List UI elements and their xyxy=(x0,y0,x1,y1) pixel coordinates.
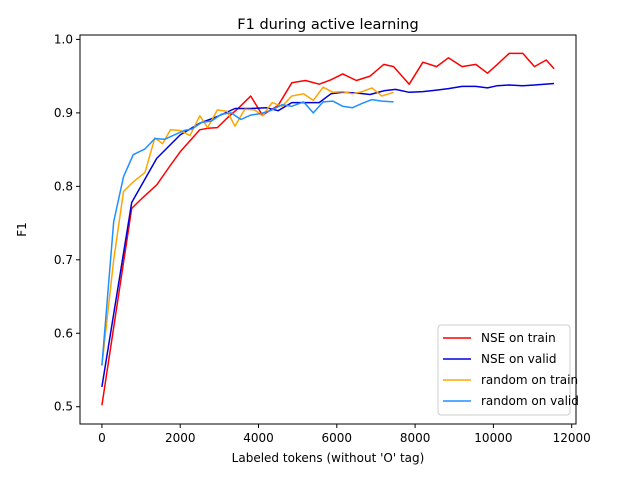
legend-label-random-on-train: random on train xyxy=(481,373,578,387)
series-line-nse-on-train xyxy=(101,52,555,406)
y-tick-label: 0.5 xyxy=(54,400,73,414)
x-tick-label: 4000 xyxy=(243,431,274,445)
y-tick-label: 0.7 xyxy=(54,253,73,267)
legend-label-nse-on-train: NSE on train xyxy=(481,331,556,345)
x-tick-label: 0 xyxy=(98,431,106,445)
y-axis-label: F1 xyxy=(15,222,29,237)
x-tick-label: 12000 xyxy=(553,431,591,445)
legend-label-random-on-valid: random on valid xyxy=(481,394,579,408)
series-line-random-on-valid xyxy=(101,98,394,366)
x-axis-label: Labeled tokens (without 'O' tag) xyxy=(232,451,425,465)
plot-frame xyxy=(79,34,577,425)
y-tick-label: 0.6 xyxy=(54,326,73,340)
y-tick-label: 1.0 xyxy=(54,32,73,46)
legend-label-nse-on-valid: NSE on valid xyxy=(481,352,557,366)
y-tick-label: 0.9 xyxy=(54,106,73,120)
x-tick-label: 8000 xyxy=(400,431,431,445)
legend-entries: NSE on train NSE on valid random on train r… xyxy=(443,331,579,408)
y-tick-label: 0.8 xyxy=(54,179,73,193)
x-tick-label: 6000 xyxy=(322,431,353,445)
legend: NSE on train NSE on valid random on train r… xyxy=(437,324,579,416)
x-tick-label: 10000 xyxy=(474,431,512,445)
series-layer xyxy=(101,52,555,406)
legend-box xyxy=(437,324,571,416)
y-axis-ticks: 0.5 0.6 0.7 0.8 0.9 1.0 xyxy=(54,32,80,414)
x-axis-ticks: 0 2000 4000 6000 8000 10000 12000 xyxy=(98,424,591,445)
x-tick-label: 2000 xyxy=(165,431,196,445)
chart-title: F1 during active learning xyxy=(237,17,418,33)
